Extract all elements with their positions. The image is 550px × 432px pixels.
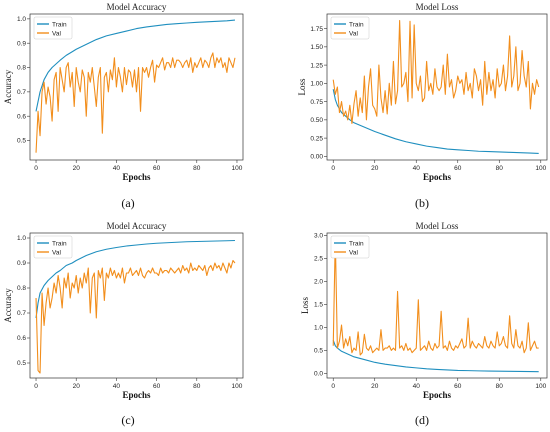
panel-caption: (a)	[121, 196, 134, 210]
y-tick-label: 1.50	[310, 44, 323, 51]
y-tick-label: 0.8	[17, 65, 26, 72]
y-tick-label: 0.6	[17, 113, 26, 120]
legend-label-val: Val	[52, 249, 61, 256]
x-tick-label: 100	[535, 165, 546, 172]
x-tick-label: 40	[413, 383, 421, 390]
series-line-val	[332, 20, 540, 125]
x-tick-label: 40	[413, 165, 421, 172]
series-line-train	[35, 19, 236, 112]
y-tick-label: 0.8	[17, 285, 26, 292]
x-axis-label: Epochs	[423, 390, 452, 400]
chart-title: Model Loss	[416, 221, 459, 231]
x-tick-label: 0	[34, 165, 38, 172]
y-tick-label: 0.7	[17, 310, 26, 317]
x-tick-label: 20	[73, 383, 81, 390]
x-tick-label: 80	[496, 165, 504, 172]
legend-label-train: Train	[349, 240, 364, 247]
y-tick-label: 0.9	[17, 40, 26, 47]
panel-caption: (b)	[415, 196, 429, 210]
x-tick-label: 100	[535, 383, 546, 390]
y-tick-label: 1.0	[17, 16, 26, 23]
y-tick-label: 0.25	[310, 135, 323, 142]
y-tick-label: 1.75	[310, 26, 323, 33]
chart-panel-4: Model Loss 0 20 40 60 80 100 0.0 0.5 1.0 1.5 2.0 2.5…	[300, 221, 548, 427]
series-line-val	[35, 259, 236, 374]
legend-label-val: Val	[349, 249, 358, 256]
y-axis-label: Loss	[300, 297, 310, 315]
y-tick-label: 0.5	[17, 138, 26, 145]
y-tick-label: 3.0	[314, 233, 323, 240]
y-tick-label: 1.0	[17, 235, 26, 242]
panel-caption: (d)	[415, 413, 429, 427]
panel-caption: (c)	[121, 413, 134, 427]
x-tick-label: 0	[331, 383, 335, 390]
x-tick-label: 0	[331, 165, 335, 172]
y-tick-label: 0.9	[17, 260, 26, 267]
legend-label-train: Train	[349, 21, 364, 28]
y-tick-label: 1.25	[310, 62, 323, 69]
chart-panel-3: Model Accuracy 0 20 40 60 80 100 0.5 0.6 0.7 0.8 0.…	[3, 221, 244, 427]
chart-panel-2: Model Loss 0 20 40 60 80 100 0.00 0.25 0.50 0.75 1.…	[297, 2, 548, 210]
chart-title: Model Accuracy	[107, 2, 167, 12]
legend-label-train: Train	[52, 21, 67, 28]
y-tick-label: 2.5	[314, 256, 323, 263]
x-tick-label: 40	[113, 383, 121, 390]
chart-title: Model Loss	[416, 2, 459, 12]
y-tick-label: 0.0	[314, 371, 323, 378]
y-tick-label: 2.0	[314, 279, 323, 286]
x-tick-label: 20	[73, 165, 81, 172]
y-axis-label: Accuracy	[3, 69, 13, 104]
x-axis-label: Epochs	[122, 390, 151, 400]
x-axis-label: Epochs	[122, 172, 151, 182]
y-tick-label: 0.5	[17, 360, 26, 367]
y-tick-label: 0.7	[17, 89, 26, 96]
legend-label-val: Val	[52, 30, 61, 37]
x-tick-label: 0	[34, 383, 38, 390]
series-line-val	[332, 237, 539, 356]
y-tick-label: 1.0	[314, 325, 323, 332]
x-tick-label: 60	[454, 383, 462, 390]
y-axis-label: Accuracy	[3, 288, 13, 323]
chart-title: Model Accuracy	[107, 221, 167, 231]
x-tick-label: 100	[232, 383, 243, 390]
series-line-val	[35, 52, 236, 153]
x-tick-label: 80	[193, 165, 201, 172]
series-line-train	[332, 89, 539, 154]
x-tick-label: 100	[232, 165, 243, 172]
chart-panel-1: Model Accuracy 0 20 40 60 80 100 0.5 0.6 0.7 0.8 0.…	[3, 2, 244, 210]
x-tick-label: 60	[153, 383, 161, 390]
x-tick-label: 80	[193, 383, 201, 390]
x-tick-label: 20	[371, 165, 379, 172]
y-axis-label: Loss	[297, 78, 307, 96]
x-tick-label: 60	[454, 165, 462, 172]
y-tick-label: 0.00	[310, 154, 323, 161]
y-tick-label: 1.5	[314, 302, 323, 309]
y-tick-label: 0.5	[314, 348, 323, 355]
y-tick-label: 0.6	[17, 335, 26, 342]
legend-label-val: Val	[349, 30, 358, 37]
x-tick-label: 60	[153, 165, 161, 172]
x-tick-label: 40	[113, 165, 121, 172]
x-axis-label: Epochs	[423, 172, 452, 182]
legend-label-train: Train	[52, 240, 67, 247]
series-line-train	[332, 340, 539, 373]
x-tick-label: 80	[496, 383, 504, 390]
y-tick-label: 0.75	[310, 99, 323, 106]
y-tick-label: 1.00	[310, 81, 323, 88]
series-line-train	[35, 239, 235, 319]
x-tick-label: 20	[371, 383, 379, 390]
y-tick-label: 0.50	[310, 117, 323, 124]
